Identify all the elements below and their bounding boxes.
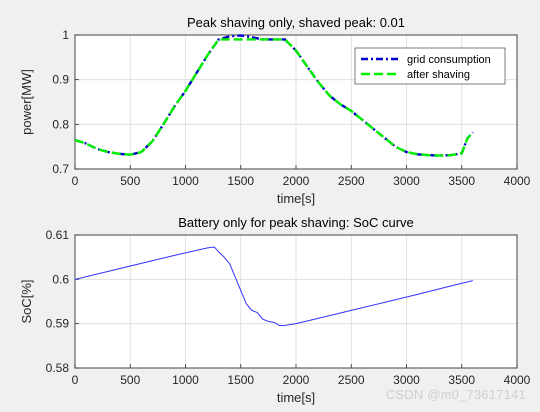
chart-title: Battery only for peak shaving: SoC curve [178, 215, 414, 230]
legend: grid consumption after shaving [354, 47, 506, 85]
x-tick-label: 2000 [283, 174, 310, 188]
y-tick-label: 0.9 [52, 73, 69, 87]
x-axis-label: time[s] [277, 390, 315, 405]
x-tick-label: 500 [120, 373, 140, 387]
x-tick-label: 2500 [338, 373, 365, 387]
x-tick-label: 3000 [393, 373, 420, 387]
y-tick-label: 1 [62, 28, 69, 42]
x-axis-label: time[s] [277, 191, 315, 206]
x-tick-label: 3500 [448, 373, 475, 387]
x-tick-label: 3500 [448, 174, 475, 188]
x-tick-label: 500 [120, 174, 140, 188]
chart-panel-1: 0 500 1000 1500 2000 2500 3000 3500 4000 0.7 0.8 0.… [19, 15, 531, 206]
legend-label-1: grid consumption [407, 54, 491, 66]
x-tick-label: 1500 [227, 373, 254, 387]
y-tick-label: 0.58 [46, 361, 70, 375]
x-tick-label: 3000 [393, 174, 420, 188]
x-tick-label: 2500 [338, 174, 365, 188]
plot-border [74, 234, 518, 369]
x-tick-label: 1000 [172, 373, 199, 387]
legend-label-2: after shaving [407, 69, 470, 81]
y-tick-label: 0.8 [52, 117, 69, 131]
y-tick-label: 0.61 [46, 228, 70, 242]
watermark-text: CSDN @m0_73617141 [385, 387, 526, 402]
legend-box [354, 47, 506, 85]
x-tick-label: 2000 [283, 373, 310, 387]
x-tick-label: 1000 [172, 174, 199, 188]
y-axis-label: power[MW] [19, 69, 34, 135]
x-tick-label: 4000 [504, 373, 531, 387]
y-tick-label: 0.59 [46, 317, 70, 331]
chart-title: Peak shaving only, shaved peak: 0.01 [187, 15, 405, 30]
x-tick-label: 1500 [227, 174, 254, 188]
chart-panel-2: 0 500 1000 1500 2000 2500 3000 3500 4000 0.58 0.59… [19, 215, 531, 405]
plot-border [74, 34, 518, 170]
y-tick-label: 0.6 [52, 272, 69, 286]
x-tick-label: 0 [72, 373, 79, 387]
x-tick-label: 0 [72, 174, 79, 188]
series-line-1 [75, 246, 473, 326]
x-tick-label: 4000 [504, 174, 531, 188]
y-axis-label: SoC[%] [19, 279, 34, 323]
y-tick-label: 0.7 [52, 162, 69, 176]
series-line-2 [75, 38, 474, 157]
